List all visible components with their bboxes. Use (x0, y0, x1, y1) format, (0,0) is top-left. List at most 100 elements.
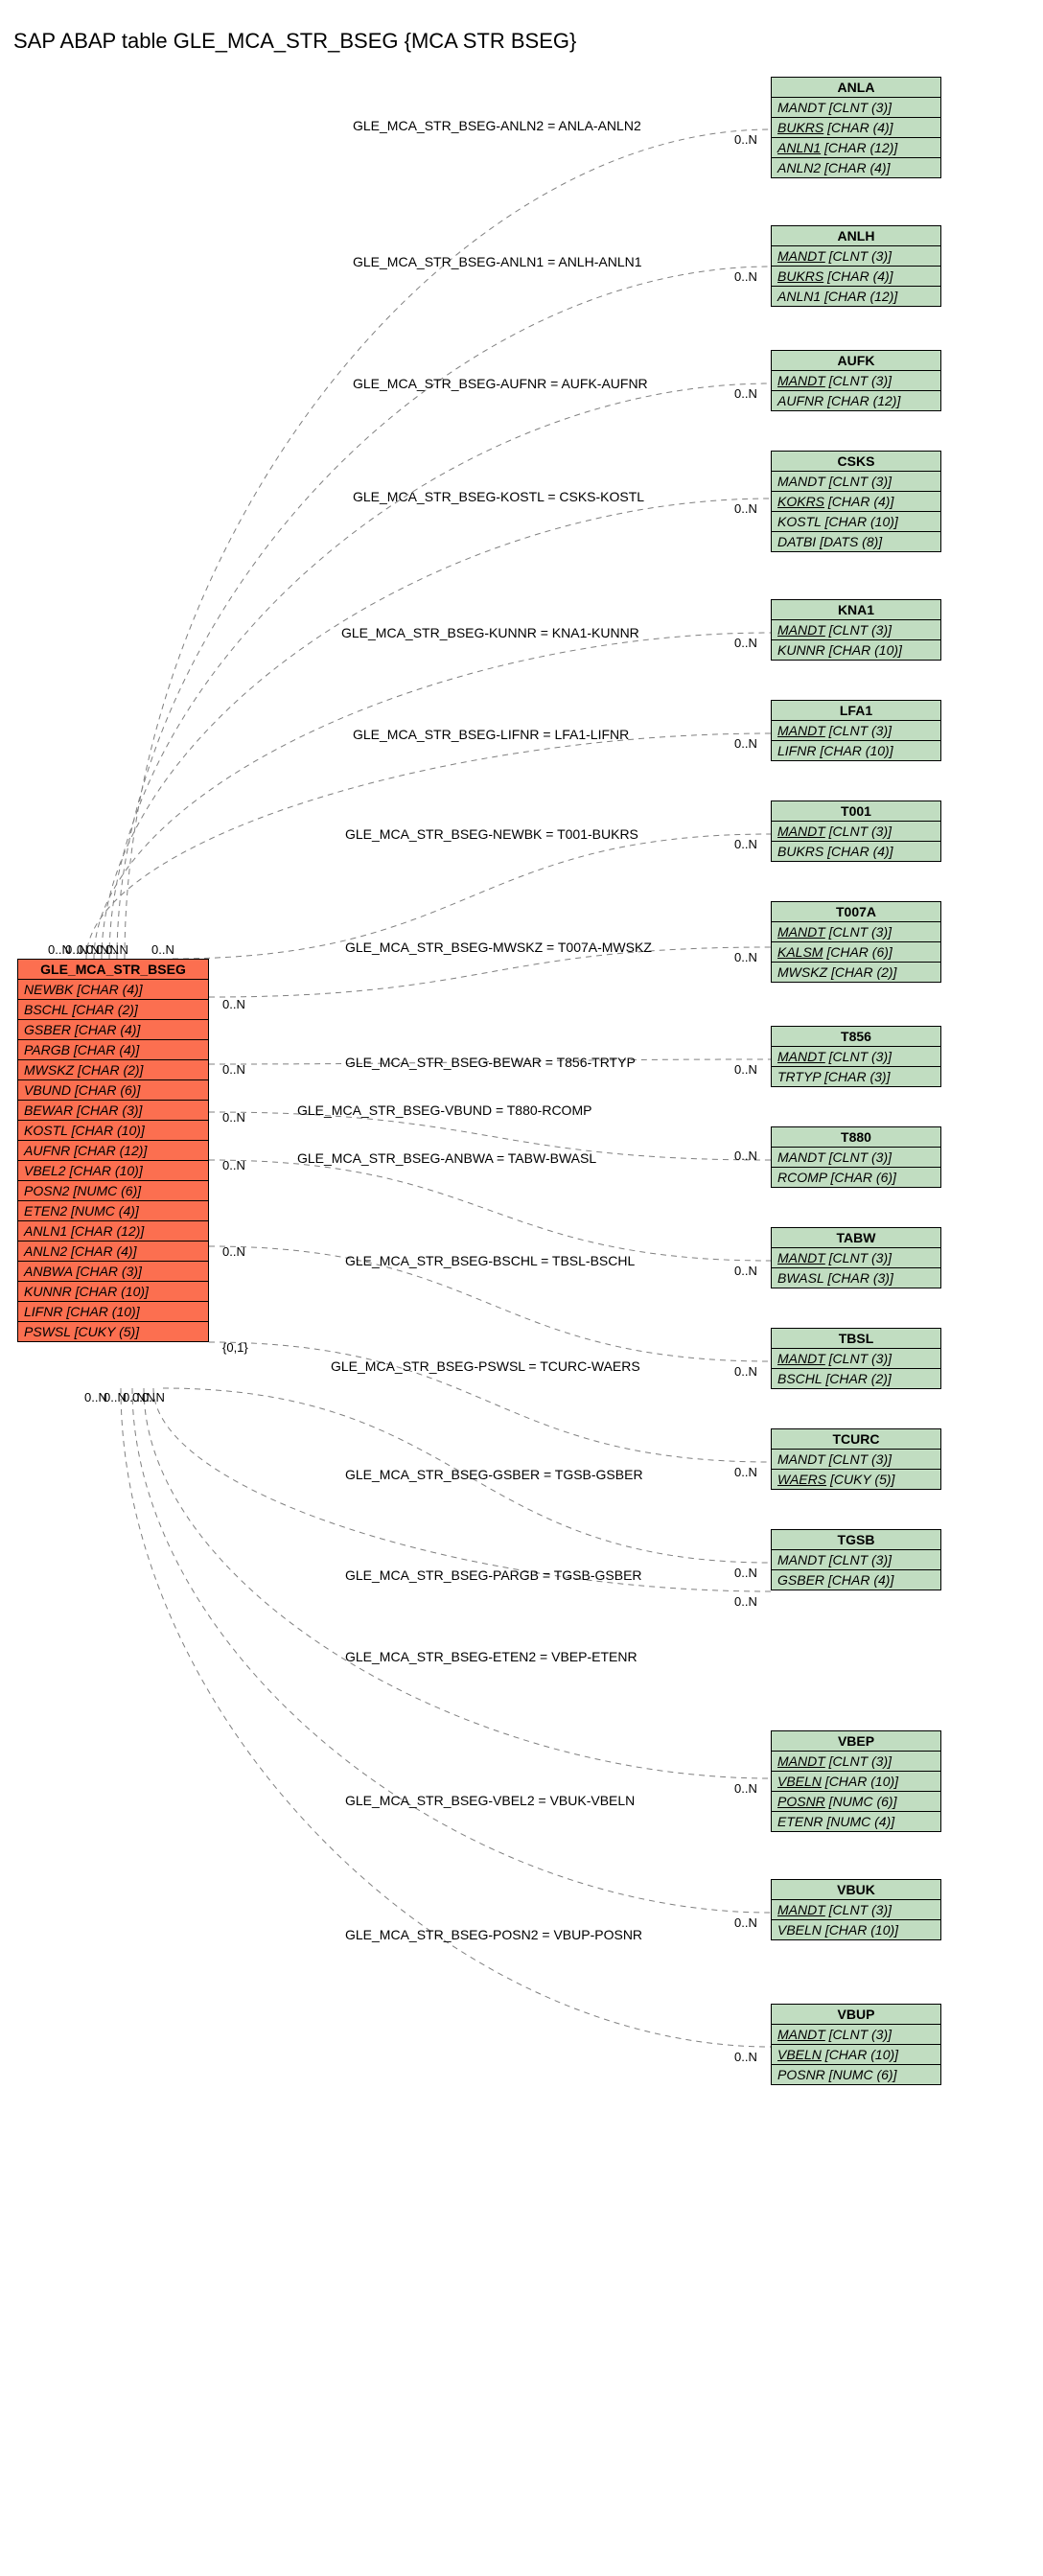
entity-field: MANDT [CLNT (3)] (772, 1248, 941, 1268)
cardinality-from: 0..N (222, 1244, 245, 1259)
cardinality-from: 0..N (222, 997, 245, 1011)
entity-header: T856 (772, 1027, 941, 1047)
edge-label: GLE_MCA_STR_BSEG-NEWBK = T001-BUKRS (345, 826, 638, 842)
entity-header: T007A (772, 902, 941, 922)
entity-tabw: TABWMANDT [CLNT (3)]BWASL [CHAR (3)] (771, 1227, 941, 1288)
edge-label: GLE_MCA_STR_BSEG-GSBER = TGSB-GSBER (345, 1467, 643, 1482)
edge-label: GLE_MCA_STR_BSEG-PARGB = TGSB-GSBER (345, 1567, 642, 1583)
edge-label: GLE_MCA_STR_BSEG-ANBWA = TABW-BWASL (297, 1150, 596, 1166)
cardinality-from: 0..N (84, 1390, 107, 1404)
entity-field: BEWAR [CHAR (3)] (18, 1101, 209, 1121)
entity-field: POSNR [NUMC (6)] (772, 2065, 941, 2085)
entity-field: MANDT [CLNT (3)] (772, 1148, 941, 1168)
entity-field: ANLN2 [CHAR (4)] (18, 1242, 209, 1262)
entity-field: TRTYP [CHAR (3)] (772, 1067, 941, 1087)
entity-vbep: VBEPMANDT [CLNT (3)]VBELN [CHAR (10)]POS… (771, 1730, 941, 1832)
entity-gle_mca_str_bseg: GLE_MCA_STR_BSEGNEWBK [CHAR (4)]BSCHL [C… (17, 959, 209, 1342)
entity-vbup: VBUPMANDT [CLNT (3)]VBELN [CHAR (10)]POS… (771, 2004, 941, 2085)
entity-field: MANDT [CLNT (3)] (772, 721, 941, 741)
entity-field: MANDT [CLNT (3)] (772, 98, 941, 118)
entity-header: VBUK (772, 1880, 941, 1900)
entity-field: PARGB [CHAR (4)] (18, 1040, 209, 1060)
entity-header: TBSL (772, 1329, 941, 1349)
entity-t007a: T007AMANDT [CLNT (3)]KALSM [CHAR (6)]MWS… (771, 901, 941, 983)
diagram-title: SAP ABAP table GLE_MCA_STR_BSEG {MCA STR… (13, 29, 576, 54)
entity-field: VBELN [CHAR (10)] (772, 1920, 941, 1940)
entity-field: KUNNR [CHAR (10)] (18, 1282, 209, 1302)
cardinality-to: 0..N (734, 269, 757, 284)
edge-label: GLE_MCA_STR_BSEG-KOSTL = CSKS-KOSTL (353, 489, 644, 504)
entity-tgsb: TGSBMANDT [CLNT (3)]GSBER [CHAR (4)] (771, 1529, 941, 1590)
entity-t001: T001MANDT [CLNT (3)]BUKRS [CHAR (4)] (771, 801, 941, 862)
entity-field: BUKRS [CHAR (4)] (772, 118, 941, 138)
entity-vbuk: VBUKMANDT [CLNT (3)]VBELN [CHAR (10)] (771, 1879, 941, 1940)
entity-lfa1: LFA1MANDT [CLNT (3)]LIFNR [CHAR (10)] (771, 700, 941, 761)
entity-field: BWASL [CHAR (3)] (772, 1268, 941, 1288)
cardinality-from: 0..N (48, 942, 71, 957)
edge-label: GLE_MCA_STR_BSEG-BSCHL = TBSL-BSCHL (345, 1253, 635, 1268)
entity-header: AUFK (772, 351, 941, 371)
entity-header: LFA1 (772, 701, 941, 721)
edge-label: GLE_MCA_STR_BSEG-ETEN2 = VBEP-ETENR (345, 1649, 637, 1664)
entity-field: ETENR [NUMC (4)] (772, 1812, 941, 1832)
entity-field: GSBER [CHAR (4)] (18, 1020, 209, 1040)
entity-field: ANLN1 [CHAR (12)] (772, 138, 941, 158)
entity-field: KALSM [CHAR (6)] (772, 942, 941, 963)
cardinality-to: 0..N (734, 2050, 757, 2064)
entity-field: MANDT [CLNT (3)] (772, 371, 941, 391)
cardinality-from: 0..N (222, 1062, 245, 1077)
entity-field: MANDT [CLNT (3)] (772, 922, 941, 942)
entity-anla: ANLAMANDT [CLNT (3)]BUKRS [CHAR (4)]ANLN… (771, 77, 941, 178)
entity-header: T001 (772, 801, 941, 822)
entity-field: BSCHL [CHAR (2)] (772, 1369, 941, 1389)
cardinality-from: {0,1} (222, 1340, 248, 1355)
entity-field: VBEL2 [CHAR (10)] (18, 1161, 209, 1181)
entity-field: POSNR [NUMC (6)] (772, 1792, 941, 1812)
cardinality-to: 0..N (734, 386, 757, 401)
entity-field: PSWSL [CUKY (5)] (18, 1322, 209, 1342)
entity-field: RCOMP [CHAR (6)] (772, 1168, 941, 1188)
entity-field: NEWBK [CHAR (4)] (18, 980, 209, 1000)
cardinality-to: 0..N (734, 636, 757, 650)
entity-header: GLE_MCA_STR_BSEG (18, 960, 209, 980)
entity-header: VBUP (772, 2005, 941, 2025)
entity-field: MWSKZ [CHAR (2)] (18, 1060, 209, 1080)
entity-csks: CSKSMANDT [CLNT (3)]KOKRS [CHAR (4)]KOST… (771, 451, 941, 552)
edge-label: GLE_MCA_STR_BSEG-ANLN2 = ANLA-ANLN2 (353, 118, 641, 133)
entity-field: POSN2 [NUMC (6)] (18, 1181, 209, 1201)
entity-header: TCURC (772, 1429, 941, 1450)
entity-header: CSKS (772, 452, 941, 472)
cardinality-to: 0..N (734, 1149, 757, 1163)
entity-field: VBELN [CHAR (10)] (772, 2045, 941, 2065)
edge-label: GLE_MCA_STR_BSEG-BEWAR = T856-TRTYP (345, 1055, 636, 1070)
entity-field: MANDT [CLNT (3)] (772, 246, 941, 267)
edge-label: GLE_MCA_STR_BSEG-ANLN1 = ANLH-ANLN1 (353, 254, 642, 269)
cardinality-to: 0..N (734, 1465, 757, 1479)
entity-field: MANDT [CLNT (3)] (772, 1900, 941, 1920)
entity-field: KOSTL [CHAR (10)] (772, 512, 941, 532)
cardinality-to: 0..N (734, 1594, 757, 1609)
entity-field: ANLN1 [CHAR (12)] (772, 287, 941, 307)
edge-label: GLE_MCA_STR_BSEG-AUFNR = AUFK-AUFNR (353, 376, 648, 391)
entity-field: KOSTL [CHAR (10)] (18, 1121, 209, 1141)
cardinality-to: 0..N (734, 1915, 757, 1930)
entity-field: MWSKZ [CHAR (2)] (772, 963, 941, 983)
entity-field: WAERS [CUKY (5)] (772, 1470, 941, 1490)
entity-anlh: ANLHMANDT [CLNT (3)]BUKRS [CHAR (4)]ANLN… (771, 225, 941, 307)
cardinality-to: 0..N (734, 1364, 757, 1379)
entity-field: KOKRS [CHAR (4)] (772, 492, 941, 512)
cardinality-to: 0..N (734, 1781, 757, 1796)
edge-label: GLE_MCA_STR_BSEG-VBEL2 = VBUK-VBELN (345, 1793, 635, 1808)
entity-field: MANDT [CLNT (3)] (772, 1349, 941, 1369)
cardinality-to: 0..N (734, 950, 757, 964)
entity-field: VBELN [CHAR (10)] (772, 1772, 941, 1792)
entity-field: KUNNR [CHAR (10)] (772, 640, 941, 661)
entity-field: MANDT [CLNT (3)] (772, 472, 941, 492)
edge-label: GLE_MCA_STR_BSEG-PSWSL = TCURC-WAERS (331, 1358, 640, 1374)
entity-header: T880 (772, 1127, 941, 1148)
entity-kna1: KNA1MANDT [CLNT (3)]KUNNR [CHAR (10)] (771, 599, 941, 661)
edge-label: GLE_MCA_STR_BSEG-VBUND = T880-RCOMP (297, 1102, 591, 1118)
entity-field: BUKRS [CHAR (4)] (772, 842, 941, 862)
edge-label: GLE_MCA_STR_BSEG-POSN2 = VBUP-POSNR (345, 1927, 642, 1942)
entity-aufk: AUFKMANDT [CLNT (3)]AUFNR [CHAR (12)] (771, 350, 941, 411)
